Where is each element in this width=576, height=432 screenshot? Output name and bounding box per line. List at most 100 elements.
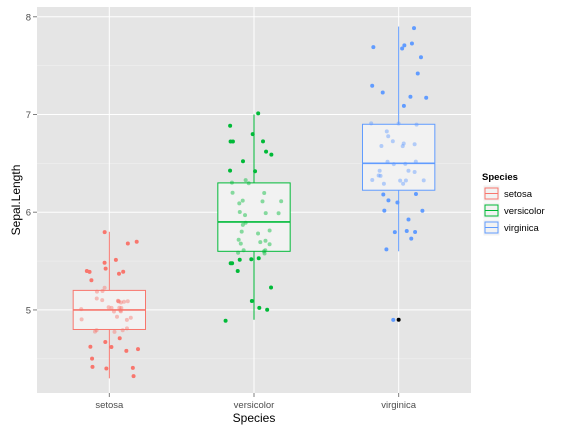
data-point-virginica — [395, 200, 400, 205]
data-point-virginica — [385, 159, 390, 164]
data-point-setosa — [87, 269, 92, 274]
data-point-setosa — [122, 299, 127, 304]
data-point-versicolor — [223, 318, 228, 323]
data-point-versicolor — [258, 240, 263, 245]
data-point-setosa — [116, 299, 121, 304]
data-point-virginica — [370, 178, 375, 183]
data-point-setosa — [94, 328, 99, 333]
data-point-virginica — [386, 134, 391, 139]
data-point-setosa — [79, 317, 84, 322]
data-point-virginica — [413, 229, 418, 234]
data-point-versicolor — [228, 123, 233, 128]
data-point-setosa — [94, 296, 99, 301]
jitter-points — [79, 26, 429, 379]
data-point-setosa — [88, 344, 93, 349]
y-axis-title: Sepal.Length — [9, 165, 23, 236]
box-versicolor — [217, 114, 291, 320]
data-point-versicolor — [256, 111, 261, 116]
data-point-versicolor — [237, 210, 242, 215]
data-point-virginica — [398, 178, 403, 183]
data-point-versicolor — [230, 190, 235, 195]
data-point-setosa — [124, 348, 129, 353]
legend: Species setosa versicolor virginica — [482, 172, 545, 237]
data-point-virginica — [403, 161, 408, 166]
data-point-virginica — [390, 139, 395, 144]
data-point-virginica — [412, 26, 417, 31]
data-point-versicolor — [262, 191, 267, 196]
data-point-versicolor — [249, 257, 254, 262]
data-point-versicolor — [235, 269, 240, 274]
data-point-virginica — [409, 41, 414, 46]
data-point-virginica — [404, 229, 409, 234]
data-point-setosa — [112, 329, 117, 334]
data-point-virginica — [401, 141, 406, 146]
data-point-virginica — [384, 129, 389, 134]
data-point-setosa — [102, 260, 107, 265]
legend-label: versicolor — [504, 206, 545, 217]
data-point-setosa — [103, 340, 108, 345]
data-point-virginica — [392, 230, 397, 235]
data-point-virginica — [415, 71, 420, 76]
x-axis-ticks: setosa versicolor virginica — [95, 393, 417, 411]
y-tick-label: 5 — [26, 305, 31, 316]
box-iqr — [362, 123, 436, 191]
data-point-versicolor — [246, 181, 251, 186]
data-point-setosa — [118, 309, 123, 314]
data-point-setosa — [106, 305, 111, 310]
legend-item-versicolor: versicolor — [482, 201, 545, 220]
data-point-versicolor — [236, 237, 241, 242]
data-point-setosa — [90, 364, 95, 369]
data-point-setosa — [89, 278, 94, 283]
legend-label: virginica — [504, 223, 540, 234]
box-iqr — [217, 182, 291, 252]
data-point-setosa — [117, 336, 122, 341]
data-point-versicolor — [265, 307, 270, 312]
data-point-setosa — [134, 239, 139, 244]
data-point-virginica — [408, 94, 413, 99]
data-point-virginica — [381, 192, 386, 197]
y-tick-label: 7 — [26, 110, 31, 121]
data-point-virginica — [406, 217, 411, 222]
data-point-versicolor — [276, 211, 281, 216]
data-point-versicolor — [256, 256, 261, 261]
data-point-virginica — [421, 178, 426, 183]
data-point-setosa — [114, 314, 119, 319]
data-point-virginica — [406, 168, 411, 173]
data-point-versicolor — [250, 132, 255, 137]
data-point-setosa — [121, 269, 126, 274]
data-point-virginica — [400, 46, 405, 51]
data-point-versicolor — [279, 199, 284, 204]
data-point-setosa — [125, 241, 130, 246]
data-point-versicolor — [243, 178, 248, 183]
data-point-virginica — [412, 169, 417, 174]
data-point-virginica — [420, 208, 425, 213]
data-point-setosa — [102, 285, 107, 290]
data-point-virginica — [396, 121, 401, 126]
data-point-versicolor — [267, 228, 272, 233]
data-point-versicolor — [253, 169, 258, 174]
data-point-versicolor — [230, 261, 235, 266]
data-point-versicolor — [239, 229, 244, 234]
data-point-versicolor — [256, 231, 261, 236]
data-point-setosa — [79, 307, 84, 312]
data-point-setosa — [124, 317, 129, 322]
data-point-setosa — [117, 305, 122, 310]
data-point-setosa — [102, 230, 107, 235]
data-point-versicolor — [261, 139, 266, 144]
x-tick-label: virginica — [381, 400, 417, 411]
data-point-setosa — [120, 328, 125, 333]
data-point-versicolor — [228, 139, 233, 144]
x-tick-label: setosa — [95, 400, 124, 411]
data-point-setosa — [118, 300, 123, 305]
data-point-virginica — [381, 181, 386, 186]
data-point-setosa — [118, 308, 123, 313]
data-point-virginica — [418, 55, 423, 60]
data-point-setosa — [136, 347, 141, 352]
data-point-setosa — [111, 309, 116, 314]
data-point-setosa — [100, 298, 105, 303]
data-point-setosa — [100, 288, 105, 293]
data-point-virginica — [403, 178, 408, 183]
data-point-virginica — [384, 247, 389, 252]
data-point-versicolor — [237, 257, 242, 262]
outlier-point — [396, 317, 401, 322]
